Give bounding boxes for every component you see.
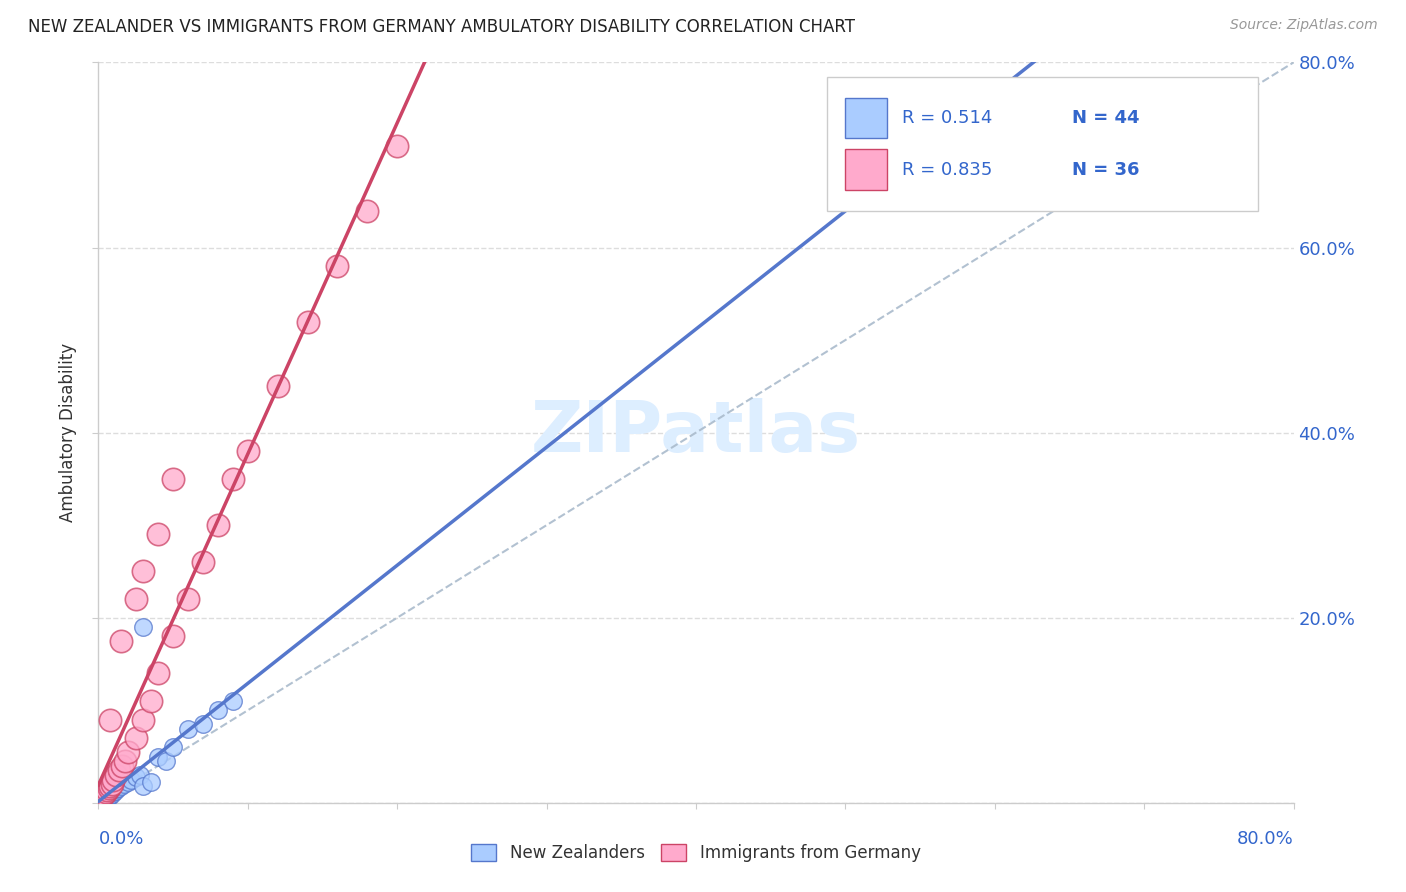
Point — [107, 780, 129, 795]
Point — [105, 781, 128, 796]
Bar — [845, 97, 887, 138]
Point — [132, 779, 155, 793]
Point — [89, 792, 111, 806]
Point — [91, 791, 114, 805]
Text: N = 36: N = 36 — [1073, 161, 1140, 178]
Point — [110, 633, 132, 648]
Point — [101, 787, 124, 801]
FancyBboxPatch shape — [827, 78, 1258, 211]
Point — [267, 379, 290, 393]
Point — [91, 793, 114, 807]
Point — [111, 758, 134, 772]
Point — [191, 717, 214, 731]
Point — [90, 795, 112, 809]
Point — [89, 795, 111, 809]
Point — [90, 793, 112, 807]
Text: ZIPatlas: ZIPatlas — [531, 398, 860, 467]
Point — [125, 592, 148, 607]
Point — [93, 791, 115, 805]
Point — [108, 764, 131, 778]
Point — [385, 138, 409, 153]
Point — [89, 791, 111, 805]
Point — [207, 703, 229, 717]
Point — [101, 777, 124, 791]
Point — [117, 775, 139, 789]
Point — [148, 749, 170, 764]
Point — [148, 527, 170, 541]
Text: NEW ZEALANDER VS IMMIGRANTS FROM GERMANY AMBULATORY DISABILITY CORRELATION CHART: NEW ZEALANDER VS IMMIGRANTS FROM GERMANY… — [28, 18, 855, 36]
Point — [98, 789, 122, 803]
Legend: New Zealanders, Immigrants from Germany: New Zealanders, Immigrants from Germany — [464, 837, 928, 869]
Point — [120, 772, 142, 787]
Point — [98, 779, 122, 793]
Point — [148, 666, 170, 681]
Point — [91, 794, 114, 808]
Point — [90, 790, 112, 805]
Point — [177, 592, 200, 607]
Point — [191, 555, 214, 569]
Text: N = 44: N = 44 — [1073, 109, 1140, 127]
Text: Source: ZipAtlas.com: Source: ZipAtlas.com — [1230, 18, 1378, 32]
Point — [90, 794, 112, 808]
Point — [125, 770, 148, 784]
Point — [94, 792, 117, 806]
Point — [222, 694, 245, 708]
Point — [90, 792, 112, 806]
Point — [162, 629, 184, 643]
Point — [112, 777, 135, 791]
Bar — [845, 150, 887, 190]
Point — [103, 785, 125, 799]
Point — [139, 694, 162, 708]
Point — [96, 789, 118, 803]
Text: 80.0%: 80.0% — [1237, 830, 1294, 847]
Point — [125, 731, 148, 745]
Point — [93, 789, 115, 804]
Text: 0.0%: 0.0% — [98, 830, 143, 847]
Point — [356, 203, 378, 218]
Point — [132, 713, 155, 727]
Point — [97, 790, 120, 805]
Point — [297, 314, 319, 328]
Point — [89, 793, 111, 807]
Point — [94, 789, 117, 804]
Point — [94, 785, 117, 799]
Point — [326, 259, 349, 273]
Point — [177, 722, 200, 736]
Point — [139, 775, 162, 789]
Point — [89, 794, 111, 808]
Point — [114, 754, 136, 768]
Point — [105, 768, 128, 782]
Point — [162, 740, 184, 755]
Point — [96, 791, 118, 805]
Point — [89, 792, 111, 806]
Point — [91, 789, 114, 803]
Point — [162, 472, 184, 486]
Point — [236, 444, 259, 458]
Point — [93, 787, 115, 801]
Point — [96, 782, 118, 797]
Text: R = 0.514: R = 0.514 — [901, 109, 991, 127]
Y-axis label: Ambulatory Disability: Ambulatory Disability — [59, 343, 77, 522]
Point — [98, 713, 122, 727]
Point — [132, 620, 155, 634]
Point — [222, 472, 245, 486]
Text: R = 0.835: R = 0.835 — [901, 161, 991, 178]
Point — [155, 754, 177, 768]
Point — [207, 518, 229, 533]
Point — [117, 745, 139, 759]
Point — [103, 772, 125, 787]
Point — [129, 768, 152, 782]
Point — [90, 790, 112, 805]
Point — [94, 789, 117, 803]
Point — [97, 780, 120, 795]
Point — [132, 565, 155, 579]
Point — [110, 779, 132, 793]
Point — [93, 793, 115, 807]
Point — [104, 784, 127, 798]
